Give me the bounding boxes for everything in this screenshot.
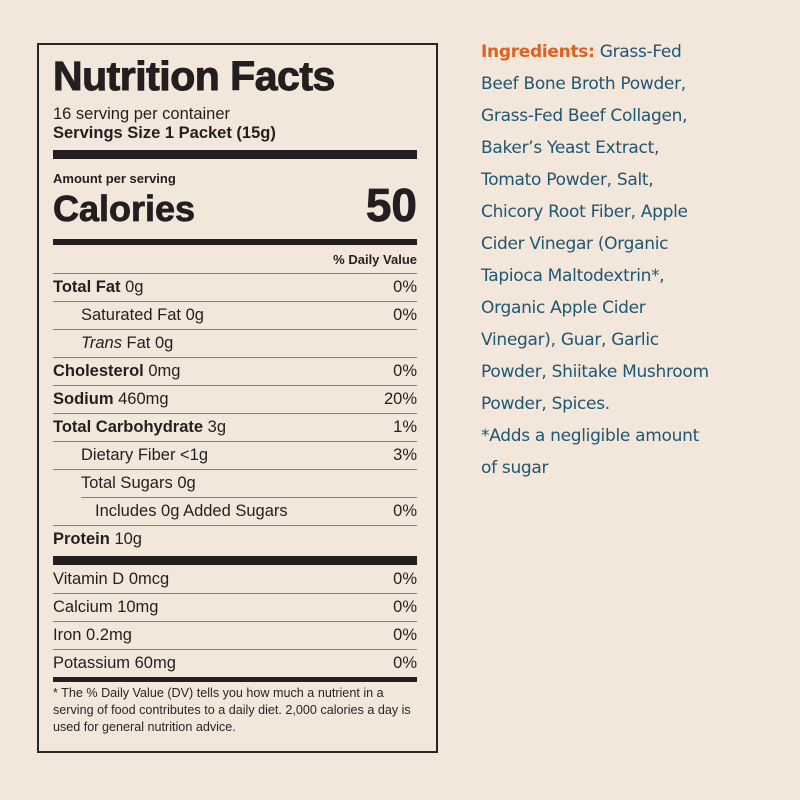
ingredients-text: Grass-Fed	[599, 42, 682, 62]
ingredients-list: Ingredients: Grass-Fed Beef Bone Broth P…	[481, 36, 781, 484]
nutrient-name: Cholesterol	[53, 362, 144, 380]
nutrient-dv: 0%	[393, 362, 417, 380]
ingredients-line: Powder, Spices.	[481, 394, 610, 414]
medium-divider	[53, 239, 417, 245]
vitamin-name: Iron	[53, 626, 82, 644]
vitamin-dv: 0%	[393, 626, 417, 644]
daily-value-header: % Daily Value	[333, 252, 417, 267]
vitamin-amount: 0mcg	[128, 569, 170, 588]
calories-value: 50	[365, 179, 417, 232]
nutrient-name-suffix: Fat	[126, 334, 151, 352]
vitamin-name: Vitamin D	[53, 569, 125, 588]
ingredients-line: Cider Vinegar (Organic	[481, 234, 669, 254]
nutrient-row-added-sugars: Includes 0g Added Sugars 0%	[53, 497, 417, 525]
nutrient-row-total-fat: Total Fat 0g 0%	[53, 273, 417, 301]
nutrient-dv: 0%	[393, 306, 417, 324]
nutrient-amount: 0g	[125, 278, 144, 296]
vitamin-amount: 10mg	[117, 598, 159, 616]
nutrient-row-saturated-fat: Saturated Fat 0g 0%	[53, 301, 417, 329]
vitamin-row-calcium: Calcium 10mg 0%	[53, 593, 417, 621]
nutrient-name: Total Carbohydrate	[53, 418, 204, 436]
calories-label: Calories	[53, 188, 196, 230]
nutrient-list: Total Fat 0g 0% Saturated Fat 0g 0% Tran…	[53, 273, 417, 553]
nutrient-amount: 460mg	[118, 390, 169, 408]
nutrient-amount: 0g	[185, 306, 204, 324]
vitamin-row-iron: Iron 0.2mg 0%	[53, 621, 417, 649]
ingredients-line: Organic Apple Cider	[481, 298, 646, 318]
vitamin-amount: 0.2mg	[86, 626, 132, 644]
nutrient-name: Sodium	[53, 390, 114, 408]
vitamin-name: Potassium	[53, 654, 131, 672]
nutrient-row-cholesterol: Cholesterol 0mg 0%	[53, 357, 417, 385]
vitamin-row-potassium: Potassium 60mg 0%	[53, 649, 417, 677]
daily-value-footnote: * The % Daily Value (DV) tells you how m…	[53, 686, 411, 734]
nutrient-name: Total Sugars	[81, 474, 173, 492]
thick-divider	[53, 677, 417, 682]
nutrient-dv: 1%	[393, 418, 417, 436]
nutrient-dv: 20%	[383, 390, 417, 408]
ingredients-label: Ingredients:	[481, 42, 595, 62]
nutrition-facts-title: Nutrition Facts	[53, 53, 336, 100]
nutrient-amount: <1g	[180, 446, 209, 464]
nutrient-amount: 0mg	[148, 362, 181, 380]
nutrient-amount: 0g	[177, 474, 196, 492]
ingredients-line: Tapioca Maltodextrin*,	[481, 266, 665, 286]
nutrient-name: Total Fat	[53, 278, 121, 296]
vitamin-dv: 0%	[393, 654, 417, 672]
nutrient-dv: 0%	[393, 278, 417, 296]
nutrient-amount: 3g	[207, 418, 226, 436]
thick-divider	[53, 150, 417, 159]
nutrient-name: Saturated Fat	[81, 306, 181, 324]
nutrient-name: Protein	[53, 530, 110, 548]
vitamin-mineral-list: Vitamin D 0mcg 0% Calcium 10mg 0% Iron 0…	[53, 565, 417, 677]
ingredients-footnote: *Adds a negligible amount	[481, 426, 699, 446]
servings-per-container: 16 serving per container	[53, 105, 231, 123]
ingredients-line: Tomato Powder, Salt,	[481, 170, 654, 190]
nutrient-row-dietary-fiber: Dietary Fiber <1g 3%	[53, 441, 417, 469]
vitamin-name: Calcium	[53, 598, 113, 616]
ingredients-line: Grass-Fed Beef Collagen,	[481, 106, 688, 126]
nutrient-amount: 10g	[114, 530, 142, 548]
nutrient-row-protein: Protein 10g	[53, 525, 417, 553]
nutrient-name: Dietary Fiber	[81, 446, 176, 464]
ingredients-line: Beef Bone Broth Powder,	[481, 74, 686, 94]
nutrient-row-trans-fat: Trans Fat 0g	[53, 329, 417, 357]
ingredients-line: Baker’s Yeast Extract,	[481, 138, 660, 158]
nutrient-dv: 3%	[393, 446, 417, 464]
nutrient-row-total-carbohydrate: Total Carbohydrate 3g 1%	[53, 413, 417, 441]
serving-size: Servings Size 1 Packet (15g)	[53, 124, 276, 142]
ingredients-line: Powder, Shiitake Mushroom	[481, 362, 709, 382]
nutrient-row-total-sugars: Total Sugars 0g	[53, 469, 417, 497]
ingredients-line: Vinegar), Guar, Garlic	[481, 330, 659, 350]
ingredients-line: Chicory Root Fiber, Apple	[481, 202, 688, 222]
nutrient-name: Includes 0g Added Sugars	[95, 501, 288, 520]
nutrient-dv: 0%	[393, 501, 417, 520]
nutrient-name: Trans	[81, 334, 122, 352]
thick-divider	[53, 556, 417, 565]
vitamin-row-vitamin-d: Vitamin D 0mcg 0%	[53, 565, 417, 593]
ingredients-line: Ingredients: Grass-Fed	[481, 36, 781, 68]
amount-per-serving-label: Amount per serving	[53, 171, 176, 186]
ingredients-footnote: of sugar	[481, 458, 549, 478]
nutrient-amount: 0g	[154, 334, 174, 352]
nutrient-row-sodium: Sodium 460mg 20%	[53, 385, 417, 413]
vitamin-dv: 0%	[393, 569, 417, 588]
nutrition-facts-panel: Nutrition Facts 16 serving per container…	[37, 43, 438, 753]
vitamin-amount: 60mg	[134, 654, 176, 672]
vitamin-dv: 0%	[393, 598, 417, 616]
